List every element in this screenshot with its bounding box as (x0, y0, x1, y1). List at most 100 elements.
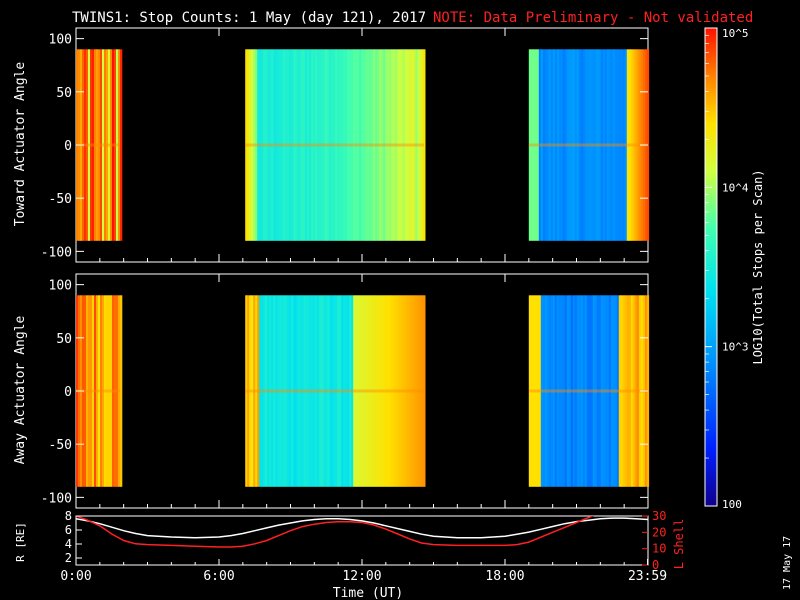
colorbar-tick-label: 100 (722, 498, 742, 511)
away-heat-column (317, 295, 320, 487)
away-heat-column (584, 295, 588, 487)
toward-heat-column (273, 49, 276, 241)
toward-heat-column (355, 49, 358, 241)
away-heat-column (309, 295, 312, 487)
away-heat-column (337, 295, 340, 487)
away-heat-column (313, 295, 316, 487)
away-ytick-label: 0 (64, 385, 72, 400)
away-heat-column (395, 295, 398, 487)
x-tick-label: 23:59 (628, 569, 667, 584)
away-heat-column (349, 295, 352, 487)
preliminary-note: NOTE: Data Preliminary - Not validated (433, 10, 753, 26)
away-heat-column (614, 295, 618, 487)
away-heat-column (580, 295, 584, 487)
away-heat-column (106, 295, 109, 487)
away-heat-column (534, 295, 538, 487)
toward-heat-column (367, 49, 370, 241)
toward-zero-band (245, 143, 424, 147)
away-heat-column (385, 295, 388, 487)
toward-heat-column (572, 49, 576, 241)
toward-heat-column (261, 49, 264, 241)
toward-ytick-label: -50 (49, 192, 72, 207)
away-heat-column (544, 295, 548, 487)
away-heat-column (634, 295, 638, 487)
away-heat-column (259, 295, 262, 487)
toward-heat-column (588, 49, 592, 241)
toward-heat-column (327, 49, 330, 241)
away-heat-column (600, 295, 604, 487)
toward-heat-column (638, 49, 642, 241)
away-heat-column (299, 295, 302, 487)
away-heat-column (367, 295, 370, 487)
toward-heat-column (624, 49, 628, 241)
toward-heat-column (415, 49, 418, 241)
away-heat-column (295, 295, 298, 487)
away-heat-column (598, 295, 602, 487)
toward-heat-column (626, 49, 630, 241)
toward-heat-column (381, 49, 384, 241)
toward-heat-column (277, 49, 280, 241)
away-heat-column (363, 295, 366, 487)
away-data-interval (76, 295, 123, 487)
toward-heat-column (359, 49, 362, 241)
toward-heat-column (279, 49, 282, 241)
away-heat-column (411, 295, 414, 487)
toward-heat-column (620, 49, 624, 241)
away-heat-column (120, 295, 123, 487)
x-tick-label: 12:00 (342, 569, 381, 584)
toward-heat-column (257, 49, 260, 241)
away-heat-column (572, 295, 576, 487)
toward-heat-column (630, 49, 634, 241)
toward-heat-column (375, 49, 378, 241)
away-heat-column (279, 295, 282, 487)
toward-heat-column (247, 49, 250, 241)
away-heat-column (277, 295, 280, 487)
toward-heat-column (365, 49, 368, 241)
away-heat-column (365, 295, 368, 487)
toward-heat-column (618, 49, 622, 241)
toward-heat-column (283, 49, 286, 241)
toward-heat-column (106, 49, 109, 241)
toward-heat-column (622, 49, 626, 241)
toward-heat-column (550, 49, 554, 241)
toward-ytick-label: -100 (41, 245, 72, 260)
toward-heat-column (578, 49, 582, 241)
toward-heat-column (281, 49, 284, 241)
away-heat-column (405, 295, 408, 487)
away-ytick-label: 50 (56, 332, 72, 347)
toward-heat-column (297, 49, 300, 241)
away-heat-column (626, 295, 630, 487)
toward-heat-column (606, 49, 610, 241)
away-data-interval (528, 295, 650, 487)
colorbar-tick-label: 10^3 (722, 341, 749, 354)
away-heat-column (251, 295, 254, 487)
toward-heat-column (602, 49, 606, 241)
toward-heat-column (403, 49, 406, 241)
toward-heat-column (259, 49, 262, 241)
away-heat-column (399, 295, 402, 487)
toward-heat-column (534, 49, 538, 241)
toward-heat-column (530, 49, 534, 241)
away-heat-column (285, 295, 288, 487)
toward-heat-column (249, 49, 252, 241)
away-heat-column (532, 295, 536, 487)
toward-heat-column (245, 49, 248, 241)
toward-heat-column (347, 49, 350, 241)
away-heat-column (263, 295, 266, 487)
toward-heat-column (383, 49, 386, 241)
away-heat-column (407, 295, 410, 487)
away-heat-column (622, 295, 626, 487)
away-heat-column (257, 295, 260, 487)
away-heat-column (592, 295, 596, 487)
toward-heat-column (100, 49, 103, 241)
away-heat-column (620, 295, 624, 487)
away-heat-column (558, 295, 562, 487)
toward-heat-column (116, 49, 119, 241)
toward-heat-column (598, 49, 602, 241)
away-heat-column (341, 295, 344, 487)
toward-heat-column (305, 49, 308, 241)
away-heat-column (636, 295, 640, 487)
toward-heat-column (387, 49, 390, 241)
toward-heat-column (576, 49, 580, 241)
away-heat-column (604, 295, 608, 487)
